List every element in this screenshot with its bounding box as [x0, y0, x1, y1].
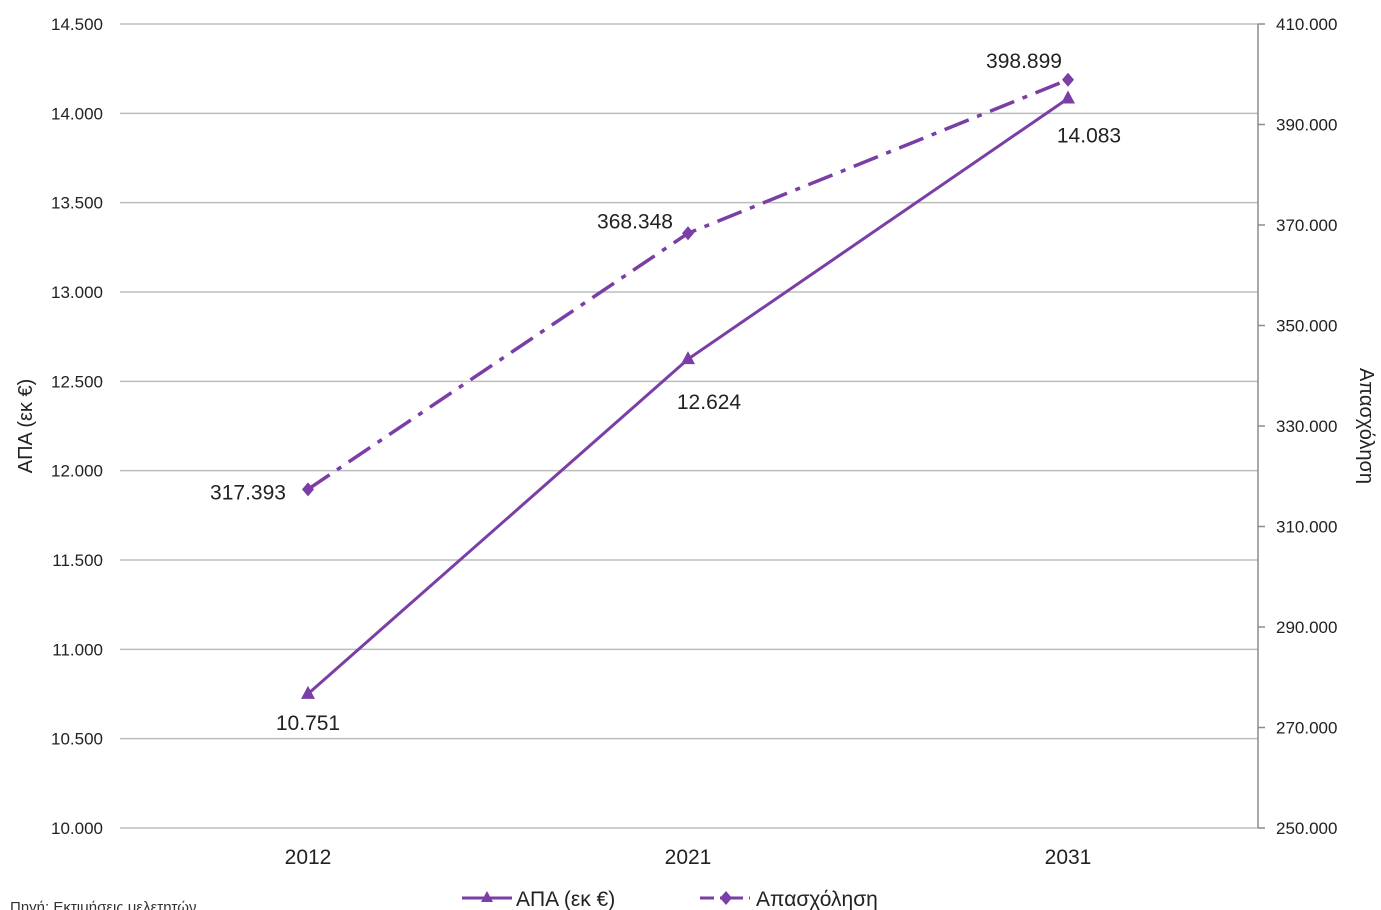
right-axis-title: Απασχόληση	[1355, 368, 1377, 484]
x-axis-ticks: 2012 2021 2031	[285, 846, 1092, 869]
x-tick-label: 2031	[1045, 846, 1092, 869]
legend-item-apa: ΑΠΑ (εκ €)	[462, 888, 615, 910]
right-tick-label: 350.000	[1276, 317, 1337, 336]
employment-data-label: 317.393	[210, 481, 286, 504]
right-tick-label: 390.000	[1276, 116, 1337, 135]
employment-point	[1062, 72, 1074, 87]
left-axis-ticks: 10.000 10.500 11.000 11.500 12.000 12.500 13.0…	[51, 15, 103, 838]
legend-item-employment: Απασχόληση	[700, 888, 878, 910]
employment-data-label: 368.348	[597, 210, 673, 233]
right-tick-label: 310.000	[1276, 518, 1337, 537]
left-tick-label: 10.000	[51, 819, 103, 838]
apa-point	[1061, 90, 1075, 104]
right-tick-label: 250.000	[1276, 819, 1337, 838]
left-tick-label: 13.000	[51, 283, 103, 302]
series-line-employment	[307, 78, 1069, 491]
apa-point	[681, 351, 695, 365]
right-tick-label: 270.000	[1276, 719, 1337, 738]
left-axis-title: ΑΠΑ (εκ €)	[15, 379, 37, 474]
employment-point	[682, 226, 694, 241]
left-tick-label: 12.500	[51, 372, 103, 391]
left-tick-label: 12.000	[51, 462, 103, 481]
right-tick-label: 410.000	[1276, 15, 1337, 34]
right-tick-label: 290.000	[1276, 618, 1337, 637]
legend-label-employment: Απασχόληση	[756, 888, 878, 910]
right-tick-label: 330.000	[1276, 417, 1337, 436]
right-tick-label: 370.000	[1276, 216, 1337, 235]
data-labels: 10.751 12.624 14.083 317.393 368.348 398.899	[210, 50, 1121, 735]
left-tick-label: 10.500	[51, 730, 103, 749]
left-tick-label: 14.500	[51, 15, 103, 34]
legend-triangle-marker	[481, 891, 493, 902]
left-tick-label: 11.500	[52, 551, 103, 570]
legend: ΑΠΑ (εκ €) Απασχόληση	[462, 888, 878, 910]
x-tick-label: 2012	[285, 846, 332, 869]
series-layer	[301, 72, 1075, 699]
employment-data-label: 398.899	[986, 50, 1062, 73]
apa-data-label: 12.624	[677, 391, 742, 414]
apa-point	[301, 685, 315, 699]
apa-data-label: 10.751	[276, 712, 340, 735]
left-tick-label: 11.000	[52, 640, 103, 659]
legend-label-apa: ΑΠΑ (εκ €)	[516, 888, 615, 910]
right-axis-ticks: 250.000 270.000 290.000 310.000 330.000 350.0…	[1257, 15, 1337, 838]
left-tick-label: 13.500	[51, 194, 103, 213]
source-note: Πηγή: Εκτιμήσεις μελετητών	[10, 899, 196, 910]
apa-data-label: 14.083	[1057, 125, 1121, 148]
left-tick-label: 14.000	[51, 104, 103, 123]
employment-point	[302, 482, 314, 497]
x-tick-label: 2021	[665, 846, 712, 869]
gridlines	[120, 23, 1258, 829]
legend-diamond-marker	[720, 891, 732, 905]
